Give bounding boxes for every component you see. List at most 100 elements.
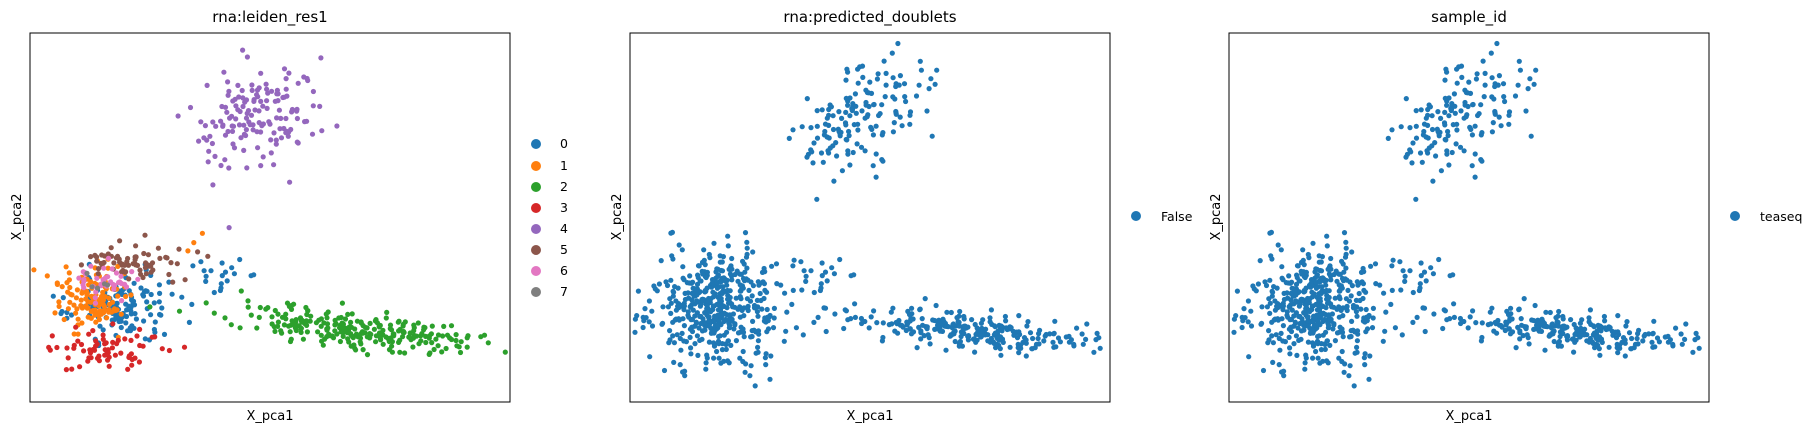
point-False <box>742 230 749 236</box>
point-False <box>920 322 926 328</box>
point-False <box>725 358 731 364</box>
point-0 <box>231 271 237 277</box>
point-1 <box>118 311 124 317</box>
point-1 <box>75 316 81 322</box>
point-teaseq <box>1498 123 1504 129</box>
point-teaseq <box>1362 362 1368 368</box>
point-False <box>694 281 701 287</box>
point-5 <box>92 252 98 258</box>
point-2 <box>458 339 464 345</box>
point-teaseq <box>1410 140 1416 146</box>
point-3 <box>152 334 158 340</box>
point-False <box>855 127 861 133</box>
point-False <box>889 50 895 56</box>
point-teaseq <box>1431 311 1437 317</box>
point-4 <box>240 103 246 110</box>
point-2 <box>345 311 351 317</box>
point-False <box>808 125 814 131</box>
point-4 <box>283 115 289 122</box>
point-teaseq <box>1494 40 1500 47</box>
point-False <box>684 280 690 286</box>
point-2 <box>147 304 153 310</box>
point-False <box>1008 325 1014 331</box>
point-1 <box>123 293 129 300</box>
point-teaseq <box>1340 305 1346 311</box>
point-False <box>674 332 680 338</box>
point-False <box>790 127 796 133</box>
point-6 <box>111 286 117 292</box>
point-False <box>724 329 730 335</box>
point-teaseq <box>1346 373 1352 379</box>
point-False <box>993 341 999 347</box>
point-False <box>790 287 796 293</box>
point-teaseq <box>1479 320 1485 326</box>
point-False <box>1029 346 1035 352</box>
point-teaseq <box>1695 335 1701 341</box>
point-False <box>895 40 901 47</box>
point-4 <box>289 106 295 113</box>
point-teaseq <box>1328 255 1334 262</box>
point-False <box>673 298 679 304</box>
point-2 <box>271 324 277 330</box>
point-False <box>905 308 911 314</box>
point-False <box>917 307 923 313</box>
point-teaseq <box>1413 196 1419 202</box>
point-False <box>850 149 856 156</box>
point-False <box>893 83 899 90</box>
point-teaseq <box>1508 305 1514 311</box>
point-False <box>708 296 714 302</box>
point-teaseq <box>1507 331 1514 337</box>
point-False <box>748 363 754 369</box>
point-4 <box>271 130 277 136</box>
point-False <box>1035 335 1041 342</box>
point-4 <box>241 147 247 153</box>
point-teaseq <box>1351 383 1357 389</box>
point-0 <box>124 307 130 313</box>
point-teaseq <box>1287 304 1293 310</box>
point-False <box>988 335 995 342</box>
point-teaseq <box>1324 358 1330 364</box>
point-teaseq <box>1438 115 1444 121</box>
point-2 <box>303 318 309 324</box>
point-False <box>932 317 938 324</box>
point-1 <box>31 267 37 273</box>
point-3 <box>93 343 99 349</box>
point-False <box>696 263 702 269</box>
point-4 <box>230 98 236 104</box>
point-False <box>668 230 674 236</box>
point-3 <box>46 344 52 350</box>
point-teaseq <box>1310 343 1317 349</box>
point-False <box>640 324 646 331</box>
point-teaseq <box>1317 307 1323 313</box>
point-teaseq <box>1347 363 1353 369</box>
point-False <box>815 314 821 320</box>
point-False <box>952 338 958 345</box>
point-False <box>635 288 642 294</box>
point-2 <box>415 320 421 326</box>
point-0 <box>157 290 163 296</box>
point-False <box>862 318 868 325</box>
panel-3-title: sample_id <box>1431 8 1507 27</box>
point-4 <box>233 116 239 122</box>
point-teaseq <box>1517 336 1523 342</box>
point-False <box>1052 318 1058 324</box>
point-5 <box>121 262 128 268</box>
point-teaseq <box>1472 123 1478 129</box>
point-teaseq <box>1467 90 1474 96</box>
point-False <box>814 135 821 141</box>
point-False <box>755 313 761 319</box>
point-False <box>685 309 691 315</box>
point-False <box>880 130 886 136</box>
point-5 <box>120 267 126 274</box>
point-teaseq <box>1628 346 1634 352</box>
point-teaseq <box>1302 288 1308 294</box>
point-3 <box>136 359 142 365</box>
point-teaseq <box>1270 359 1276 365</box>
point-4 <box>243 97 250 103</box>
point-False <box>922 296 928 302</box>
point-2 <box>284 300 291 306</box>
point-False <box>687 326 694 332</box>
point-2 <box>374 320 380 326</box>
point-False <box>848 316 854 322</box>
point-2 <box>281 322 287 328</box>
